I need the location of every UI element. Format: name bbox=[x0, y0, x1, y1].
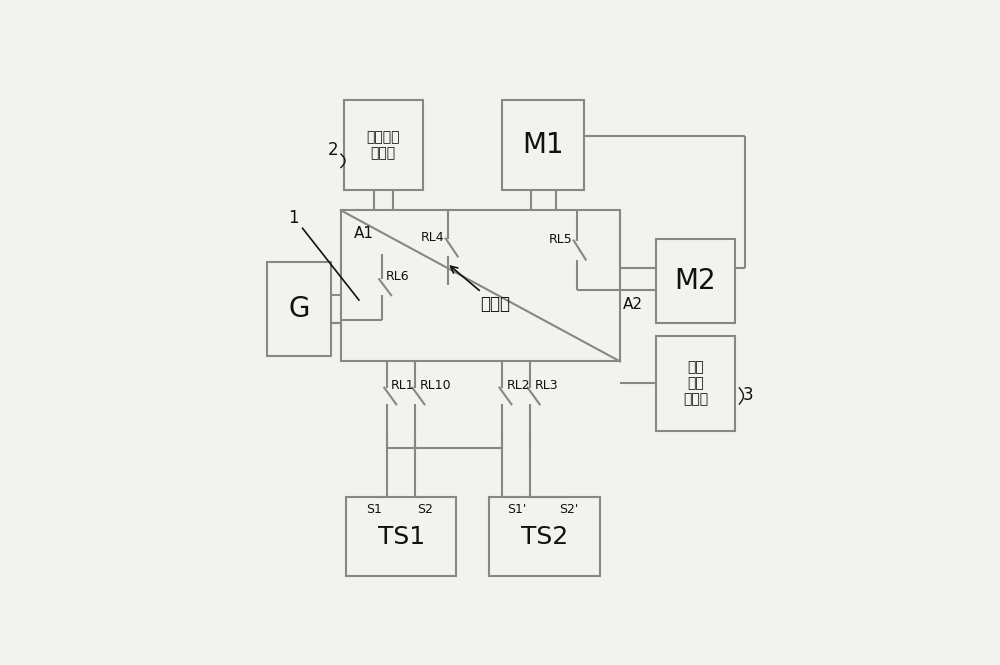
Text: RL5: RL5 bbox=[549, 233, 572, 246]
Bar bbox=[344, 100, 423, 190]
Text: 2: 2 bbox=[328, 140, 338, 158]
Text: A2: A2 bbox=[623, 297, 643, 311]
Bar bbox=[502, 100, 584, 190]
Text: RL10: RL10 bbox=[419, 379, 451, 392]
Text: RL2: RL2 bbox=[506, 379, 530, 392]
Text: RL6: RL6 bbox=[386, 271, 410, 283]
Text: S2': S2' bbox=[559, 503, 578, 515]
Text: TS2: TS2 bbox=[521, 525, 568, 549]
Text: 控制器: 控制器 bbox=[451, 266, 510, 313]
Text: RL3: RL3 bbox=[535, 379, 558, 392]
Text: 第二
市电
检测器: 第二 市电 检测器 bbox=[683, 360, 708, 406]
Text: RL4: RL4 bbox=[421, 231, 444, 244]
Text: M1: M1 bbox=[522, 131, 564, 159]
Bar bbox=[267, 261, 331, 356]
Text: RL1: RL1 bbox=[391, 379, 415, 392]
Bar bbox=[341, 210, 620, 362]
Text: S1': S1' bbox=[507, 503, 527, 515]
Text: S2: S2 bbox=[417, 503, 433, 515]
Text: 第一市电
检测器: 第一市电 检测器 bbox=[366, 130, 400, 160]
Bar bbox=[346, 497, 456, 577]
Bar bbox=[656, 336, 735, 430]
Text: 1: 1 bbox=[288, 209, 298, 227]
Text: A1: A1 bbox=[354, 226, 374, 241]
Text: G: G bbox=[288, 295, 309, 323]
Text: 3: 3 bbox=[743, 386, 754, 404]
Text: S1: S1 bbox=[366, 503, 382, 515]
Text: M2: M2 bbox=[675, 267, 716, 295]
Bar bbox=[656, 239, 735, 323]
Bar bbox=[489, 497, 600, 577]
Text: TS1: TS1 bbox=[378, 525, 425, 549]
